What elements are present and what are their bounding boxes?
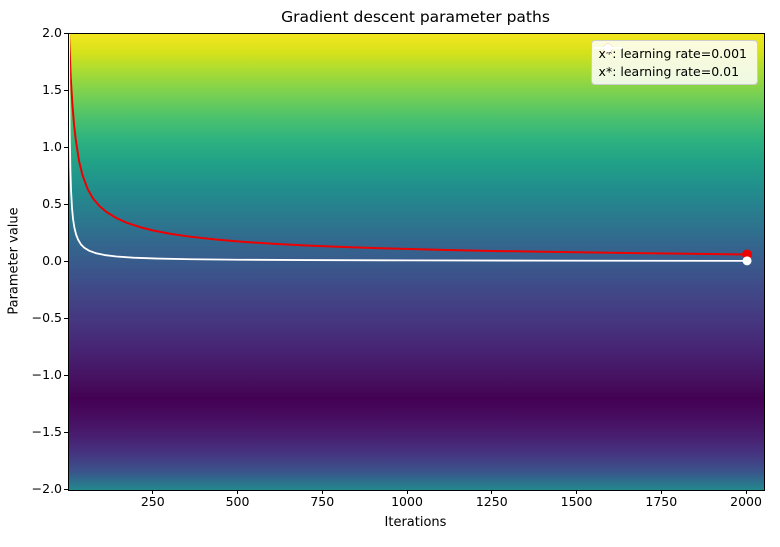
y-tick-mark (64, 374, 68, 376)
x-tick-mark (321, 490, 323, 494)
x-tick-label: 1000 (391, 494, 423, 509)
y-tick-mark (64, 431, 68, 433)
legend-entry-label: x*: learning rate=0.01 (598, 64, 740, 79)
x-tick-mark (237, 490, 238, 494)
end-marker (742, 256, 752, 266)
legend-line-marker-icon (593, 43, 622, 53)
series-line (69, 34, 748, 262)
legend-entry-label: x*: learning rate=0.001 (598, 46, 747, 61)
y-tick-label: −0.5 (31, 310, 62, 325)
x-tick-mark (152, 490, 154, 494)
y-tick-mark (64, 32, 68, 34)
legend: x*: learning rate=0.001 x*: learning rate… (590, 40, 758, 85)
y-tick-label: 1.0 (42, 139, 62, 154)
series-lines (69, 34, 753, 266)
x-tick-label: 2000 (730, 494, 762, 509)
end-marker (742, 249, 753, 260)
y-tick-label: 0.5 (42, 196, 62, 211)
x-tick-mark (406, 490, 408, 494)
x-tick-label: 500 (225, 494, 250, 509)
y-tick-mark (64, 146, 68, 148)
legend-entry: x*: learning rate=0.01 (593, 43, 747, 79)
y-tick-mark (64, 317, 68, 319)
y-tick-label: 2.0 (42, 25, 62, 40)
x-tick-label: 1500 (560, 494, 593, 509)
y-tick-label: 1.5 (42, 82, 62, 97)
plot-area: x*: learning rate=0.001 x*: learning rate… (68, 33, 765, 491)
x-tick-mark (660, 490, 662, 494)
chart-title: Gradient descent parameter paths (281, 8, 550, 26)
y-tick-mark (64, 203, 68, 205)
series-line (69, 34, 749, 256)
x-tick-label: 1750 (645, 494, 678, 509)
x-tick-mark (576, 490, 578, 494)
y-tick-label: −1.5 (31, 424, 62, 439)
y-tick-label: −2.0 (31, 481, 62, 496)
x-tick-label: 750 (310, 494, 335, 509)
x-tick-label: 250 (140, 494, 165, 509)
x-tick-mark (491, 490, 493, 494)
x-tick-mark (745, 490, 747, 494)
y-tick-label: −1.0 (31, 367, 62, 382)
y-tick-label: 0.0 (42, 253, 62, 268)
y-tick-mark (64, 488, 68, 490)
y-tick-mark (64, 89, 68, 91)
x-axis-label: Iterations (384, 515, 447, 530)
x-tick-label: 1250 (475, 494, 508, 509)
y-tick-mark (64, 260, 68, 262)
